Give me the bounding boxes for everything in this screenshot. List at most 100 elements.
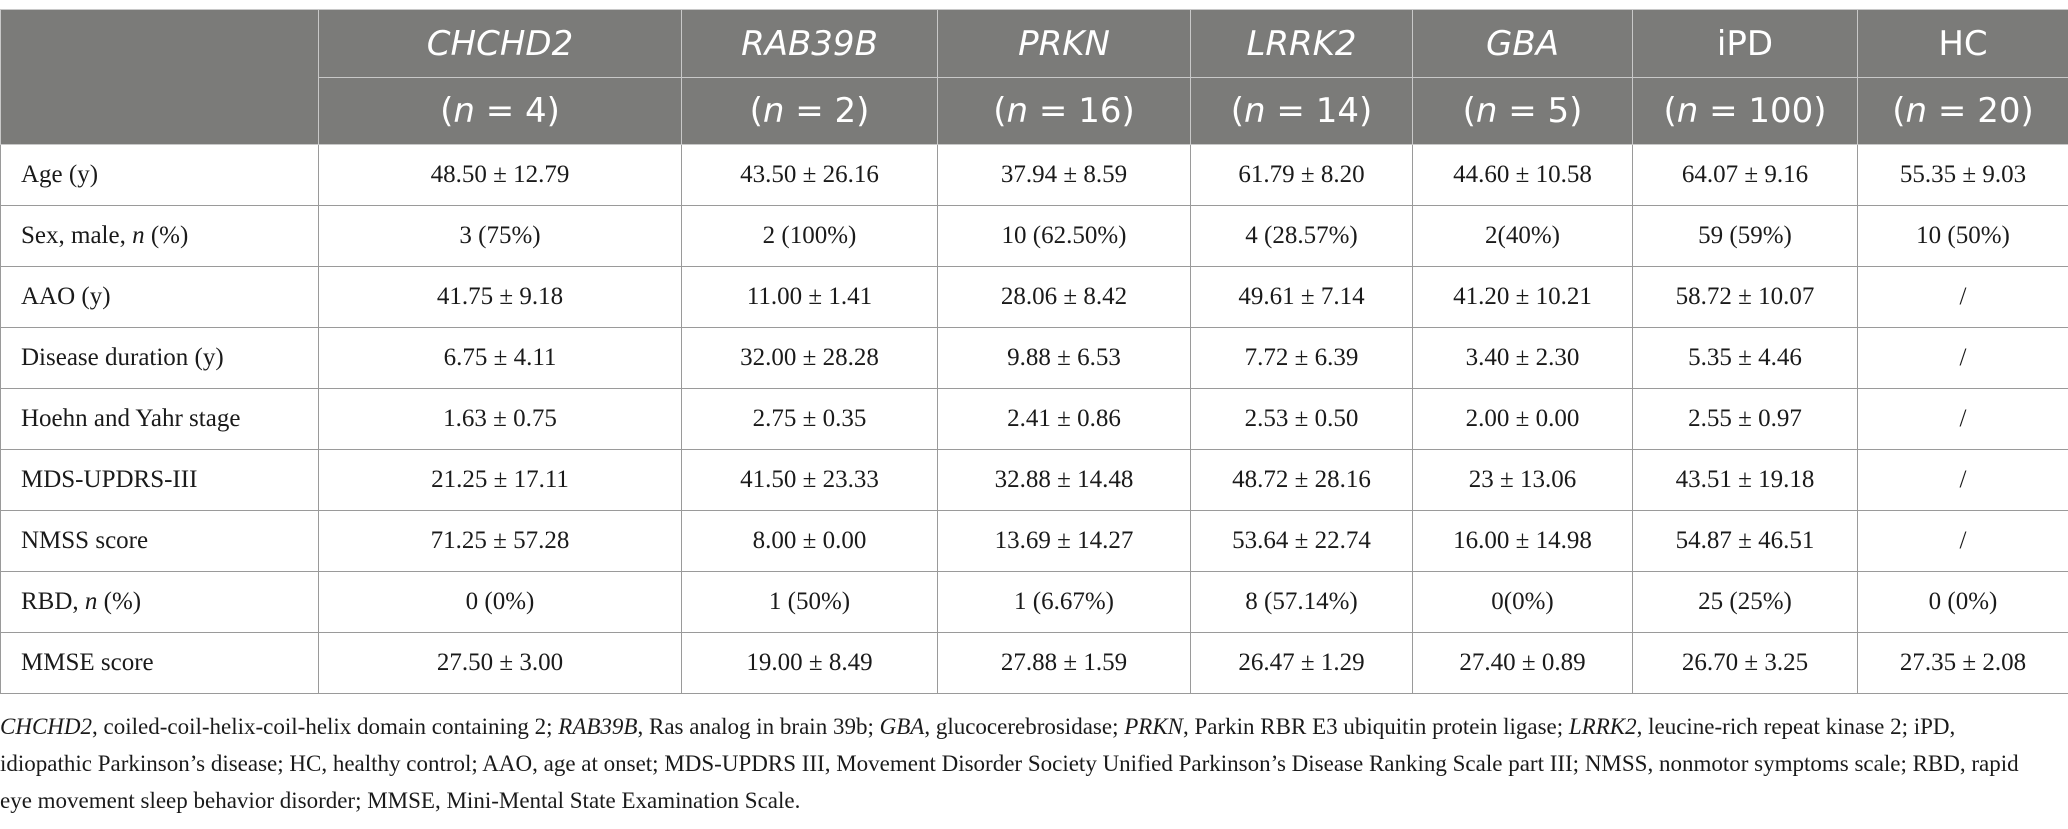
column-header-count: (n = 5) [1412, 77, 1633, 145]
table-cell: 64.07 ± 9.16 [1632, 144, 1858, 206]
table-row: RBD, n (%) 0 (0%) 1 (50%) 1 (6.67%) 8 (57.14… [0, 571, 2068, 633]
table-cell: 41.20 ± 10.21 [1412, 266, 1633, 328]
table-cell: 2.75 ± 0.35 [681, 388, 938, 450]
row-label: MMSE score [0, 632, 319, 694]
footnote-gene-term: GBA [879, 714, 925, 739]
table-cell: / [1857, 388, 2068, 450]
table-cell: 43.51 ± 19.18 [1632, 449, 1858, 511]
sample-size-letter: n [1475, 91, 1498, 131]
footnote-text: , coiled-coil-helix-coil-helix domain co… [92, 714, 559, 739]
table-cell: 23 ± 13.06 [1412, 449, 1633, 511]
sample-size-letter: n [1244, 91, 1266, 131]
table-cell: 27.35 ± 2.08 [1857, 632, 2068, 694]
row-label: NMSS score [0, 510, 319, 572]
table-cell: 13.69 ± 14.27 [937, 510, 1191, 572]
table-cell: 27.88 ± 1.59 [937, 632, 1191, 694]
row-label: RBD, n (%) [0, 571, 319, 633]
table-row: AAO (y) 41.75 ± 9.18 11.00 ± 1.41 28.06 ± 8… [0, 266, 2068, 328]
header-row-counts: (n = 4) (n = 2) (n = 16) (n = 14) (n = 5) (n … [1, 77, 2068, 145]
row-label: Disease duration (y) [0, 327, 319, 389]
table-cell: 43.50 ± 26.16 [681, 144, 938, 206]
table-cell: 61.79 ± 8.20 [1190, 144, 1413, 206]
table-cell: 8 (57.14%) [1190, 571, 1413, 633]
table-footnote: CHCHD2, coiled-coil-helix-coil-helix dom… [0, 708, 2040, 819]
table-body: Age (y) 48.50 ± 12.79 43.50 ± 26.16 37.94 ±… [0, 144, 2068, 694]
table-cell: 27.50 ± 3.00 [318, 632, 682, 694]
table-cell: 32.88 ± 14.48 [937, 449, 1191, 511]
table-cell: / [1857, 266, 2068, 328]
row-label: Sex, male, n (%) [0, 205, 319, 267]
row-label: MDS-UPDRS-III [0, 449, 319, 511]
column-header-name: HC [1857, 9, 2068, 78]
column-header-count: (n = 100) [1632, 77, 1858, 145]
column-header-name: LRRK2 [1190, 9, 1413, 78]
table-cell: 8.00 ± 0.00 [681, 510, 938, 572]
table-cell: 48.72 ± 28.16 [1190, 449, 1413, 511]
footnote-text: , leucine-rich repeat kinase 2; iPD, idi… [0, 714, 2019, 813]
table-cell: 5.35 ± 4.46 [1632, 327, 1858, 389]
demographics-table: CHCHD2 RAB39B PRKN LRRK2 GBA iPD HC (n = 4) (n … [0, 9, 2068, 694]
column-header-count: (n = 16) [937, 77, 1191, 145]
table-cell: 54.87 ± 46.51 [1632, 510, 1858, 572]
footnote-text: , Ras analog in brain 39b; [637, 714, 880, 739]
table-cell: 3 (75%) [318, 205, 682, 267]
table-cell: 3.40 ± 2.30 [1412, 327, 1633, 389]
table-cell: 27.40 ± 0.89 [1412, 632, 1633, 694]
table-cell: 21.25 ± 17.11 [318, 449, 682, 511]
footnote-gene-term: RAB39B [558, 714, 638, 739]
table-row: Sex, male, n (%) 3 (75%) 2 (100%) 10 (62.50… [0, 205, 2068, 267]
table-cell: 49.61 ± 7.14 [1190, 266, 1413, 328]
table-row: NMSS score 71.25 ± 57.28 8.00 ± 0.00 13.69 … [0, 510, 2068, 572]
sample-size-letter: n [762, 91, 785, 131]
footnote-gene-term: PRKN [1124, 714, 1183, 739]
table-cell: 41.75 ± 9.18 [318, 266, 682, 328]
table-cell: 1.63 ± 0.75 [318, 388, 682, 450]
table-cell: 1 (6.67%) [937, 571, 1191, 633]
table-cell: 55.35 ± 9.03 [1857, 144, 2068, 206]
row-label: Age (y) [0, 144, 319, 206]
table-cell: / [1857, 449, 2068, 511]
table-cell: 48.50 ± 12.79 [318, 144, 682, 206]
table-cell: 19.00 ± 8.49 [681, 632, 938, 694]
row-label: AAO (y) [0, 266, 319, 328]
table-cell: / [1857, 327, 2068, 389]
table-cell: 7.72 ± 6.39 [1190, 327, 1413, 389]
table-row: MMSE score 27.50 ± 3.00 19.00 ± 8.49 27.88 … [0, 632, 2068, 694]
column-header-name: iPD [1632, 9, 1858, 78]
table-row: Hoehn and Yahr stage 1.63 ± 0.75 2.75 ± 0.… [0, 388, 2068, 450]
sample-size-letter: n [1006, 91, 1029, 131]
table-cell: 2.00 ± 0.00 [1412, 388, 1633, 450]
table-row: Disease duration (y) 6.75 ± 4.11 32.00 ± 2… [0, 327, 2068, 389]
column-header-count: (n = 20) [1857, 77, 2068, 145]
column-header-name: GBA [1412, 9, 1633, 78]
table-row: Age (y) 48.50 ± 12.79 43.50 ± 26.16 37.94 ±… [0, 144, 2068, 206]
table-cell: 2.41 ± 0.86 [937, 388, 1191, 450]
table-cell: 37.94 ± 8.59 [937, 144, 1191, 206]
table-cell: 58.72 ± 10.07 [1632, 266, 1858, 328]
header-corner-cell [0, 9, 319, 145]
table-cell: 1 (50%) [681, 571, 938, 633]
table-cell: 4 (28.57%) [1190, 205, 1413, 267]
table-cell: 71.25 ± 57.28 [318, 510, 682, 572]
table-container: CHCHD2 RAB39B PRKN LRRK2 GBA iPD HC (n = 4) (n … [0, 9, 2068, 694]
sample-size-letter: n [1676, 91, 1699, 131]
footnote-gene-term: CHCHD2 [0, 714, 93, 739]
footnote-gene-term: LRRK2 [1568, 714, 1637, 739]
row-label: Hoehn and Yahr stage [0, 388, 319, 450]
table-cell: 2.55 ± 0.97 [1632, 388, 1858, 450]
table-cell: 44.60 ± 10.58 [1412, 144, 1633, 206]
column-header-count: (n = 14) [1190, 77, 1413, 145]
footnote-text: , glucocerebrosidase; [924, 714, 1125, 739]
table-cell: 28.06 ± 8.42 [937, 266, 1191, 328]
column-header-count: (n = 2) [681, 77, 938, 145]
table-cell: 10 (62.50%) [937, 205, 1191, 267]
table-cell: 53.64 ± 22.74 [1190, 510, 1413, 572]
table-cell: 59 (59%) [1632, 205, 1858, 267]
table-cell: 9.88 ± 6.53 [937, 327, 1191, 389]
table-cell: 26.70 ± 3.25 [1632, 632, 1858, 694]
table-cell: 26.47 ± 1.29 [1190, 632, 1413, 694]
table-cell: 0 (0%) [1857, 571, 2068, 633]
table-cell: 6.75 ± 4.11 [318, 327, 682, 389]
table-cell: 25 (25%) [1632, 571, 1858, 633]
table-cell: 2(40%) [1412, 205, 1633, 267]
